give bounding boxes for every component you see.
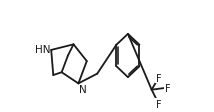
Text: F: F [156,99,161,109]
Text: F: F [165,83,171,93]
Text: HN: HN [35,44,50,54]
Text: F: F [156,73,161,83]
Text: N: N [79,84,87,94]
